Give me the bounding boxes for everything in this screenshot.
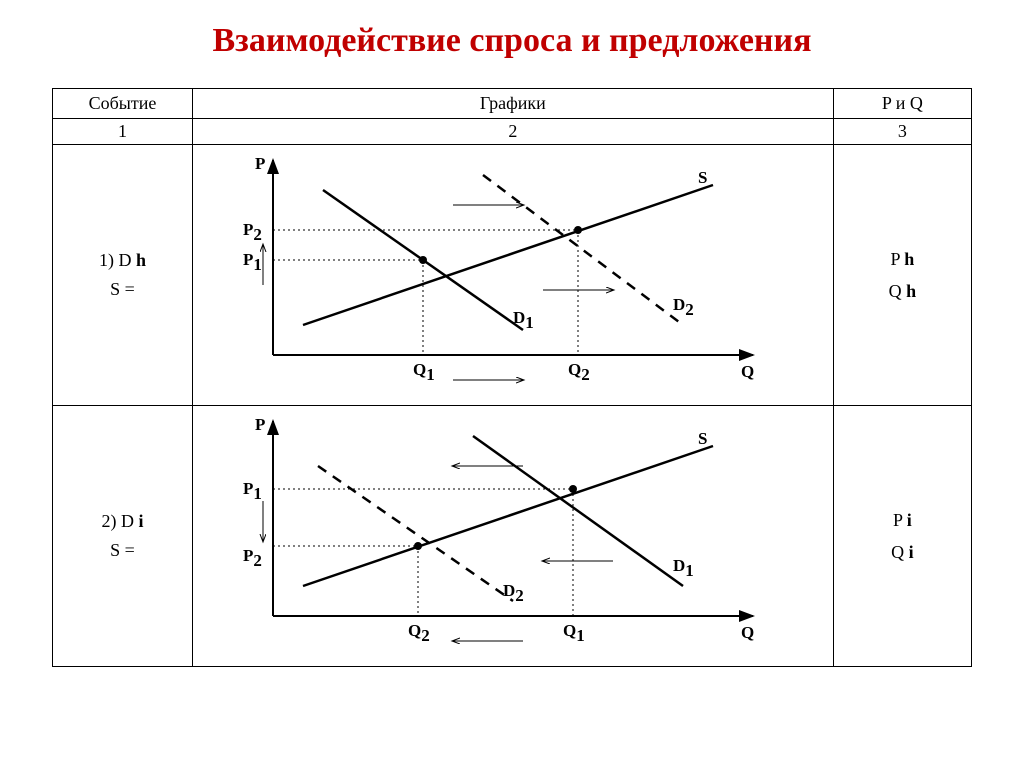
chart-1: P Q S D1 D2 P1 P2 [193, 145, 823, 405]
chart-2: P Q S D1 D2 P1 P2 [193, 406, 823, 666]
graph-cell-1: P Q S D1 D2 P1 P2 [192, 145, 833, 406]
p1-label: P1 [243, 250, 262, 274]
event-cell-2: 2) D i S = [53, 406, 193, 667]
q2-label: Q2 [408, 621, 430, 645]
event1-text1: 1) D [99, 250, 136, 270]
page-title: Взаимодействие спроса и предложения [0, 0, 1024, 70]
th-pq: P и Q [833, 89, 971, 119]
d2-label: D2 [673, 295, 694, 319]
d1-curve [473, 436, 683, 586]
p2-label: P2 [243, 546, 262, 570]
th-event: Событие [53, 89, 193, 119]
p1-label: P1 [243, 479, 262, 503]
q-axis-label: Q [741, 623, 754, 642]
event1-text2: S = [110, 279, 135, 299]
q-axis-label: Q [741, 362, 754, 381]
d2-curve [318, 466, 513, 601]
event-cell-1: 1) D h S = [53, 145, 193, 406]
q1-label: Q1 [563, 621, 585, 645]
s-curve [303, 185, 713, 325]
d2-curve [483, 175, 683, 325]
main-table: Событие Графики P и Q 1 2 3 1) D h S = [52, 88, 972, 667]
p-axis-label: P [255, 154, 265, 173]
event2-bold: i [138, 511, 143, 531]
pq2-line2: Q i [891, 542, 914, 562]
pq1-line1: P h [890, 249, 914, 269]
pq1-line2: Q h [889, 281, 917, 301]
event2-text1: 2) D [101, 511, 138, 531]
d1-label: D1 [673, 556, 694, 580]
pq-cell-1: P h Q h [833, 145, 971, 406]
event1-bold: h [136, 250, 146, 270]
q1-label: Q1 [413, 360, 435, 384]
graph-cell-2: P Q S D1 D2 P1 P2 [192, 406, 833, 667]
s-label: S [698, 429, 707, 448]
pq-cell-2: P i Q i [833, 406, 971, 667]
pq2-line1: P i [893, 510, 912, 530]
event2-text2: S = [110, 540, 135, 560]
d1-label: D1 [513, 308, 534, 332]
p2-label: P2 [243, 220, 262, 244]
s-label: S [698, 168, 707, 187]
p-axis-label: P [255, 415, 265, 434]
num-2: 2 [192, 119, 833, 145]
th-graph: Графики [192, 89, 833, 119]
q2-label: Q2 [568, 360, 590, 384]
d2-label: D2 [503, 581, 524, 605]
num-1: 1 [53, 119, 193, 145]
num-3: 3 [833, 119, 971, 145]
